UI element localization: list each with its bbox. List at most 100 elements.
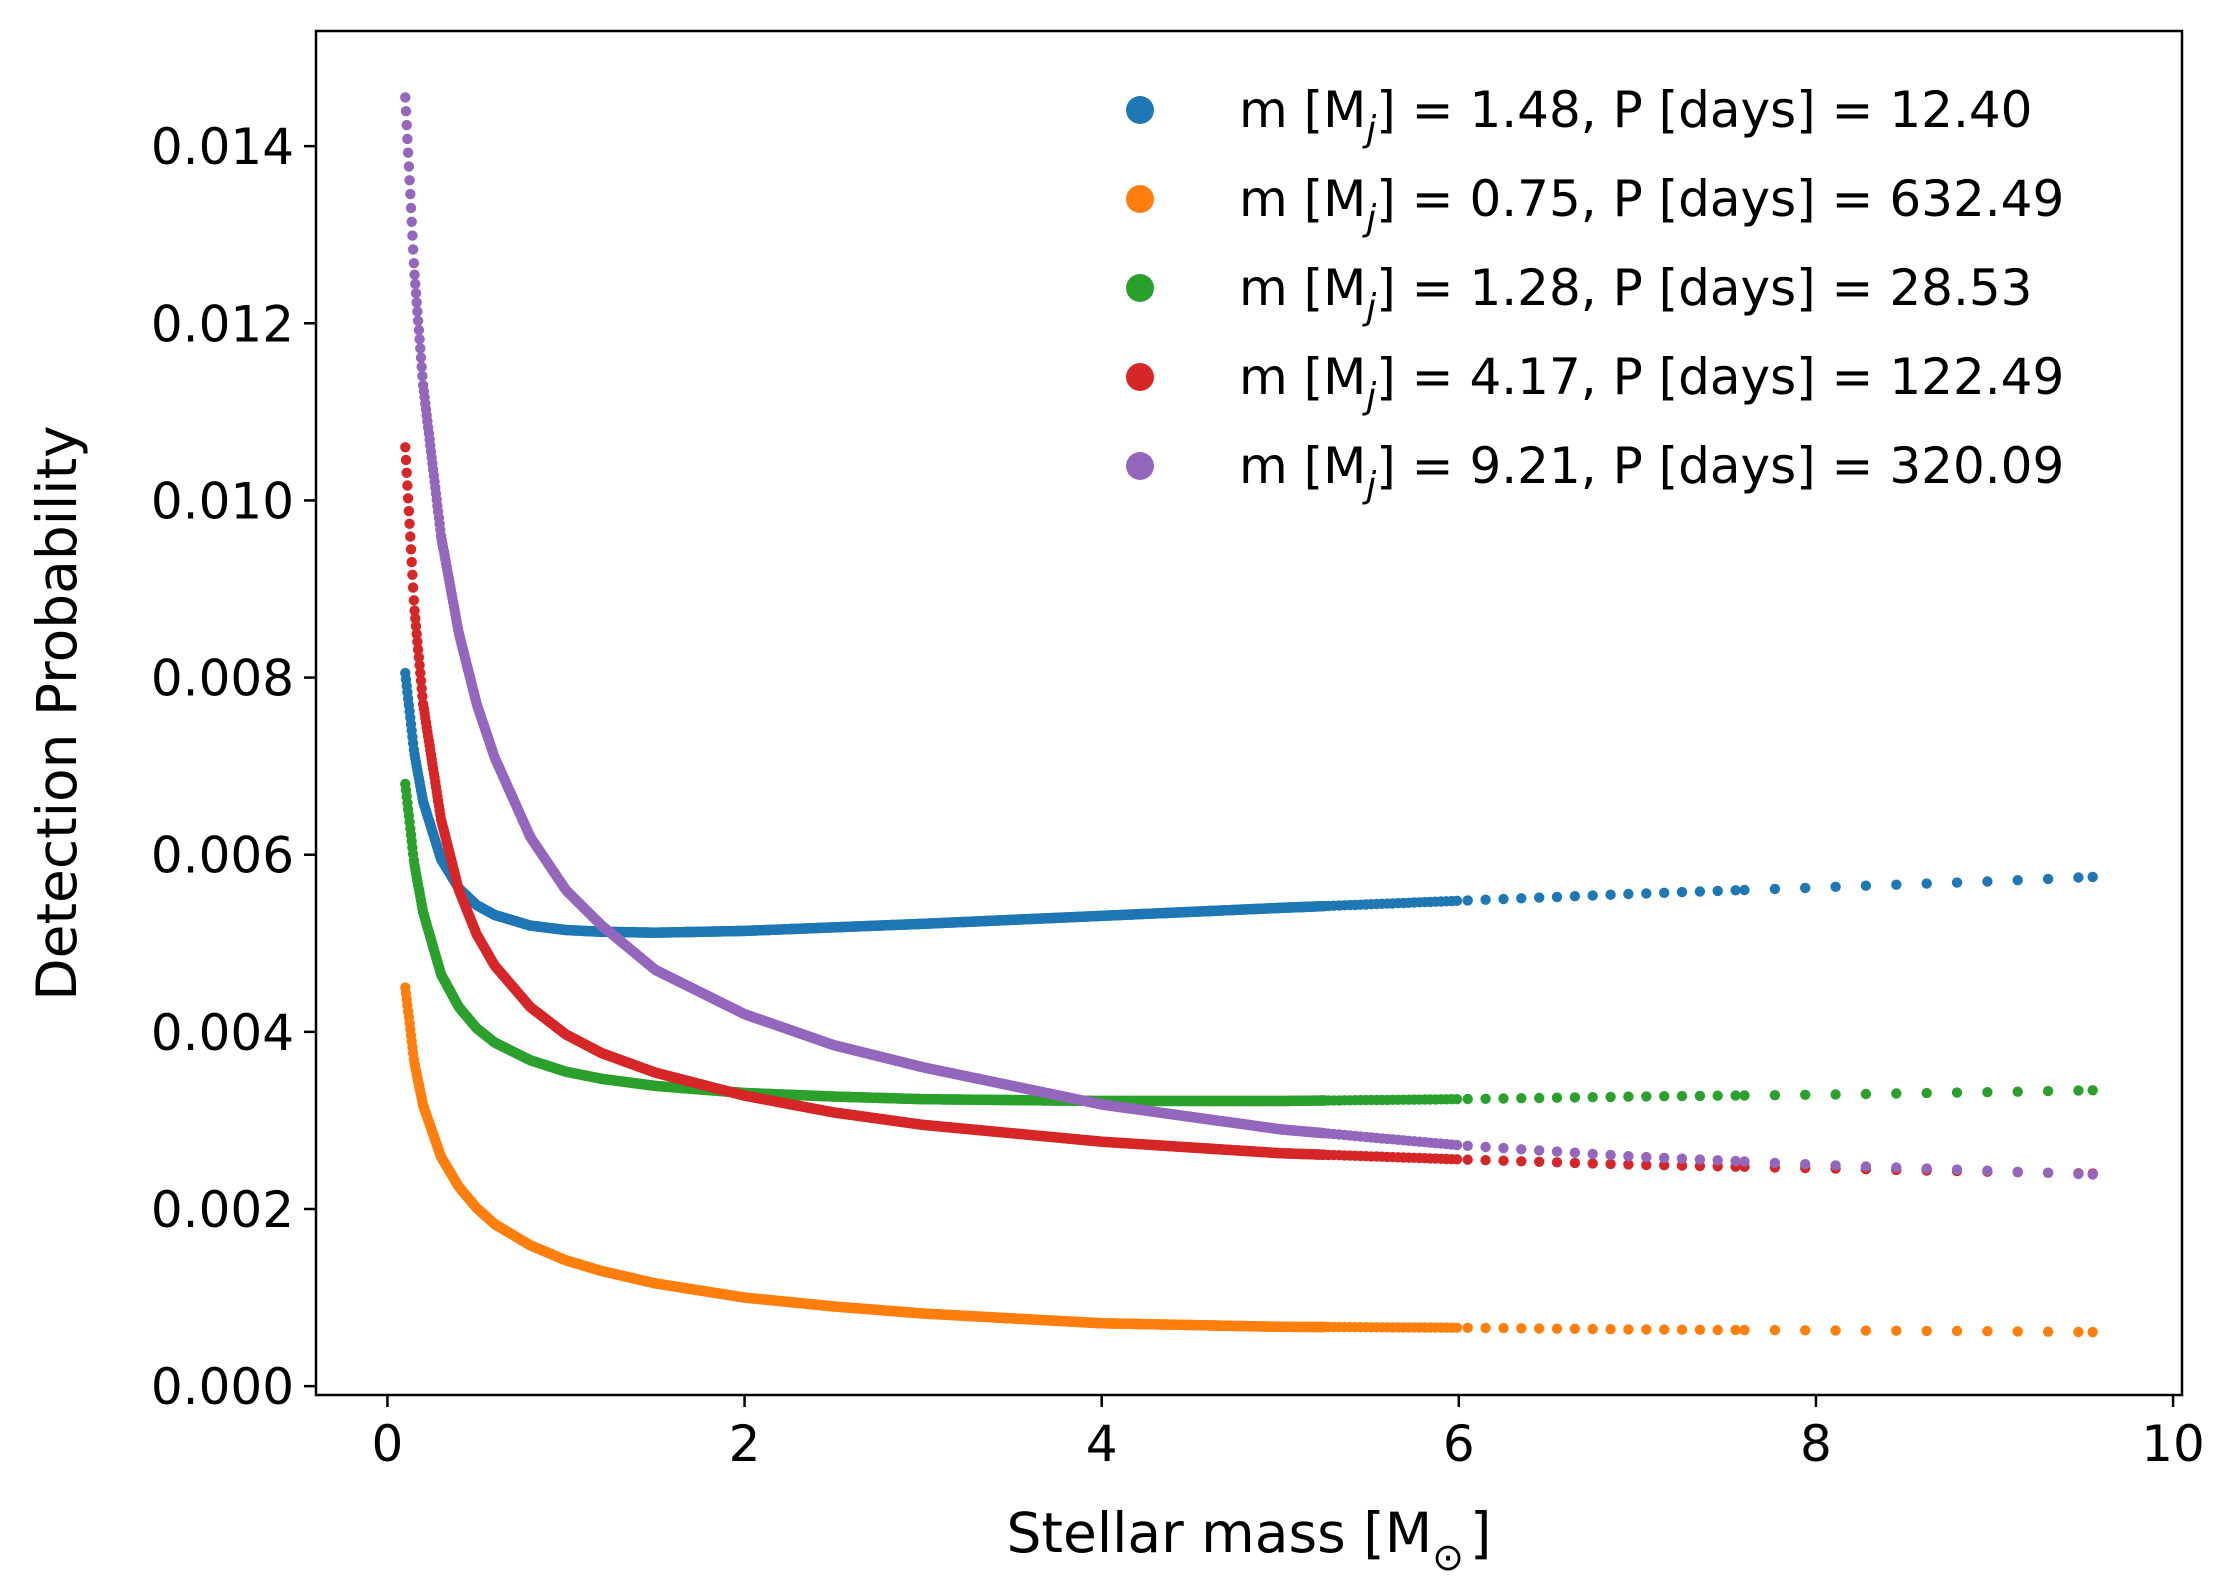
data-point [1498,1093,1509,1104]
data-point [2042,1085,2054,1097]
data-point [1830,1325,1841,1336]
data-point [1659,887,1670,898]
data-point [1769,883,1781,895]
data-point [1860,880,1872,891]
data-point [2012,1326,2023,1337]
data-point [1641,1091,1652,1102]
data-point [1498,893,1509,905]
data-point [1451,1322,1463,1333]
data-point [1730,1324,1741,1336]
data-point [1641,1324,1652,1335]
data-point [1921,1087,1932,1099]
data-point [1712,1324,1723,1336]
data-point [2087,1085,2098,1096]
data-point [1516,1323,1527,1334]
data-point [2087,871,2098,883]
data-point [407,569,418,580]
data-point [1462,895,1473,906]
data-point [400,454,412,466]
data-point [1605,1091,1616,1103]
data-point [2012,875,2023,886]
series-1 [400,667,2098,938]
data-point [1623,1324,1634,1335]
data-point [1516,1093,1527,1104]
data-point [402,493,414,504]
data-point [1516,893,1527,904]
data-point [1451,895,1463,906]
data-point [1712,885,1723,897]
data-point [1891,879,1902,890]
data-point [1623,1091,1634,1102]
data-point [1480,1322,1491,1334]
data-point [1694,1324,1706,1336]
data-point [1587,1323,1598,1335]
data-point [407,582,419,593]
series-3 [400,778,2098,1107]
data-point [2073,1326,2084,1338]
data-point [400,442,411,453]
data-point [1676,1324,1688,1335]
data-point [1551,1092,1563,1103]
data-point [1659,1091,1670,1102]
data-point [1551,891,1563,903]
data-point [1623,888,1634,900]
data-point [1676,886,1688,898]
data-point [1982,1087,1993,1098]
series-2 [400,982,2098,1338]
data-point [401,467,412,478]
data-point [1739,1324,1750,1336]
data-point [1498,1322,1509,1334]
data-point [1739,1090,1750,1101]
data-point [2042,1326,2054,1337]
data-point [405,531,416,542]
data-point [2042,873,2054,885]
data-point [1534,1092,1545,1104]
data-point [1569,891,1581,902]
data-point [1480,894,1491,905]
data-point [1676,1090,1688,1102]
data-point [1659,1324,1670,1335]
data-point [408,595,420,606]
data-point [1891,1325,1902,1336]
data-point [1462,1322,1473,1334]
data-point [1800,882,1811,894]
data-point [1534,892,1545,903]
data-points-layer [400,92,2098,1338]
data-point [1830,1089,1841,1100]
data-point [1605,889,1616,900]
data-point [1739,884,1750,896]
data-point [1587,890,1598,901]
data-point [1451,1094,1463,1105]
data-point [1534,1323,1545,1334]
data-point [1830,881,1841,892]
data-point [404,518,415,529]
data-point [1480,1093,1491,1105]
data-point [1605,1324,1616,1335]
data-point [1769,1324,1781,1336]
data-point [1730,1090,1741,1101]
data-point [1891,1088,1902,1099]
data-point [1800,1325,1811,1336]
data-point [1982,876,1993,887]
data-point [1694,886,1706,897]
data-point [2012,1086,2023,1097]
data-point [1860,1088,1872,1100]
data-point [1569,1092,1581,1103]
data-point [1951,1325,1963,1337]
data-point [2087,1326,2098,1338]
data-point [1921,1325,1932,1337]
data-point [1551,1323,1563,1334]
data-point [1694,1090,1706,1102]
data-point [1800,1089,1811,1101]
data-point [1860,1325,1872,1336]
data-point [2073,1085,2084,1096]
data-point [1641,888,1652,899]
data-point [1982,1326,1993,1337]
data-point [1769,1090,1781,1101]
data-point [1921,878,1932,889]
data-point [405,544,417,555]
data-point [1951,877,1963,888]
series-4 [400,442,2098,1179]
data-point [1569,1323,1581,1335]
